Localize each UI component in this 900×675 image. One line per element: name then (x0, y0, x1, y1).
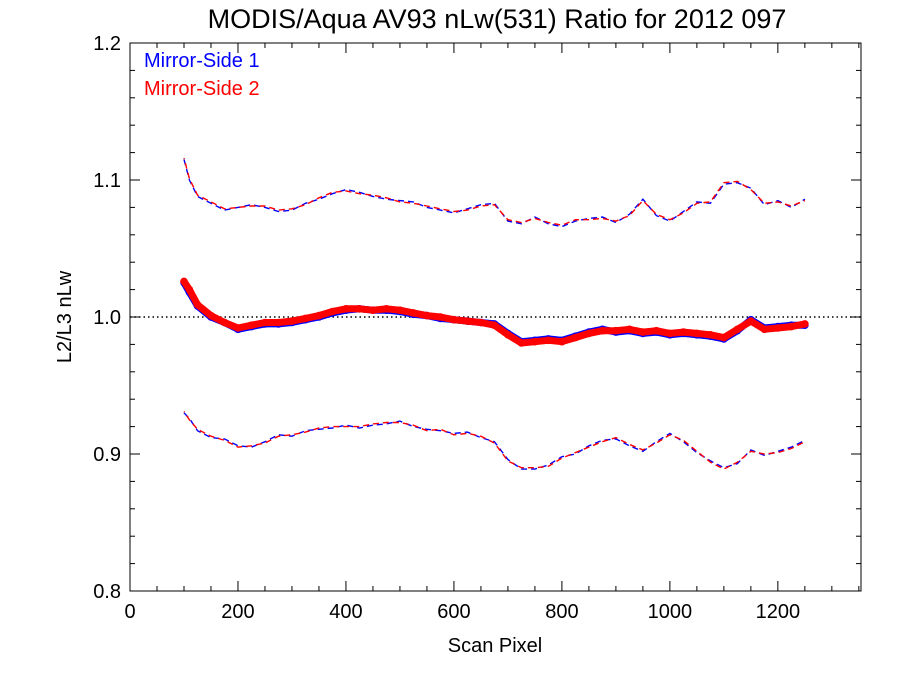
x-tick-label: 0 (124, 601, 135, 623)
x-tick-label: 600 (437, 601, 470, 623)
series-2-point (747, 317, 755, 325)
series-1-upper-line (183, 159, 806, 228)
x-tick-label: 200 (221, 601, 254, 623)
series-2-point (679, 328, 688, 336)
series-2-point (693, 329, 701, 338)
series-2-lower-line (183, 411, 806, 470)
series-2-point (787, 322, 796, 331)
series-2-point (185, 285, 194, 294)
series-2-point (612, 326, 620, 335)
y-tick-label: 1.1 (93, 170, 121, 192)
series-2-point (625, 325, 634, 334)
series-2-point (706, 331, 715, 339)
series-2-point (315, 311, 323, 320)
series-2-point (355, 305, 364, 313)
y-tick-label: 1.0 (93, 307, 121, 329)
series-2-point (342, 305, 350, 313)
y-axis: 0.8 0.9 1.0 1.1 1.2 (93, 33, 861, 603)
series-1 (180, 159, 809, 470)
series-2-point (666, 329, 674, 338)
series-2-point (369, 306, 377, 315)
series-2-point (436, 313, 445, 321)
series-2-point (720, 333, 728, 342)
series-2-point (774, 324, 782, 332)
series-2-point (423, 311, 431, 320)
series-2-point (801, 320, 809, 328)
series-2-point (733, 325, 742, 334)
legend-entry-mirror-side-2: Mirror-Side 2 (144, 78, 260, 100)
series-2-point (396, 306, 404, 315)
series-2-point (639, 328, 647, 336)
series-2-point (760, 325, 769, 334)
chart-title: MODIS/Aqua AV93 nLw(531) Ratio for 2012 … (208, 4, 787, 34)
x-tick-label: 400 (329, 601, 362, 623)
series-2-point (585, 329, 593, 338)
series-layer (180, 157, 809, 470)
series-2-point (517, 339, 526, 347)
series-2-point (301, 314, 310, 323)
x-axis: 0 200 400 600 800 1000 1200 (124, 43, 860, 623)
series-2-point (247, 321, 256, 330)
series-2-point (558, 337, 566, 346)
series-2-point (220, 318, 229, 327)
series-2-point (382, 305, 391, 313)
x-axis-title: Scan Pixel (448, 635, 543, 657)
x-tick-label: 1200 (756, 601, 801, 623)
x-tick-label: 800 (545, 601, 578, 623)
y-axis-title: L2/L3 nLw (54, 270, 76, 363)
series-2-point (598, 326, 607, 335)
series-2-point (504, 331, 512, 339)
series-2-point (180, 277, 188, 286)
series-2-point (328, 307, 337, 316)
series-2-point (288, 317, 296, 325)
y-tick-label: 1.2 (93, 33, 121, 55)
series-2-point (207, 311, 215, 320)
series-2-point (409, 309, 418, 317)
series-2-point (234, 324, 242, 332)
y-tick-label: 0.9 (93, 444, 121, 466)
series-2-point (450, 315, 458, 324)
series-2-upper-line (183, 157, 806, 226)
series-2-point (261, 318, 269, 327)
y-tick-label: 0.8 (93, 581, 121, 603)
series-2-point (531, 337, 539, 346)
x-tick-label: 1000 (648, 601, 693, 623)
series-2-point (544, 336, 553, 345)
series-2-point (193, 300, 202, 309)
series-2-point (463, 317, 472, 325)
legend: Mirror-Side 1 Mirror-Side 2 (144, 50, 260, 100)
series-2-point (477, 318, 485, 327)
series-2-point (652, 326, 661, 335)
series-2-point (274, 318, 283, 327)
series-2 (180, 157, 809, 470)
series-2-point (571, 333, 580, 342)
series-1-lower-line (183, 412, 806, 470)
legend-entry-mirror-side-1: Mirror-Side 1 (144, 50, 260, 72)
series-2-point (490, 321, 499, 330)
